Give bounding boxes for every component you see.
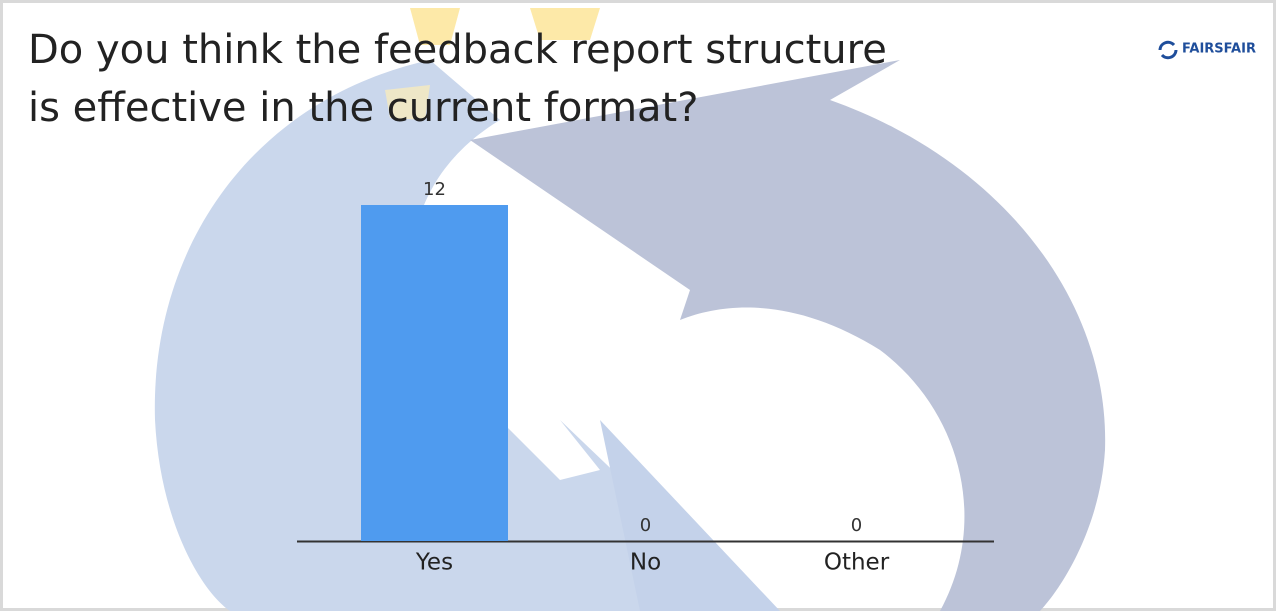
x-tick-label: Other (824, 550, 890, 576)
value-label: 12 (423, 179, 446, 200)
bar (361, 205, 508, 541)
value-label: 0 (851, 515, 862, 536)
title-line: Do you think the feedback report structu… (28, 27, 887, 73)
x-tick-label: Yes (415, 550, 453, 576)
value-label: 0 (640, 515, 651, 536)
x-tick-label: No (630, 550, 661, 576)
background-art (154, 8, 1106, 611)
title-line: is effective in the current format? (28, 85, 698, 131)
logo-text: FAIRSFAIR (1182, 42, 1256, 57)
chart-title: Do you think the feedback report structu… (28, 27, 900, 131)
logo: FAIRSFAIR (1158, 40, 1256, 60)
